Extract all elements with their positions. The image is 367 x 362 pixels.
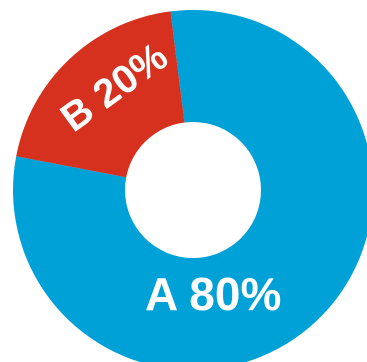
donut-hole [125,122,261,258]
slice-a [13,10,367,362]
slice-label-a: A 80% [145,268,281,320]
